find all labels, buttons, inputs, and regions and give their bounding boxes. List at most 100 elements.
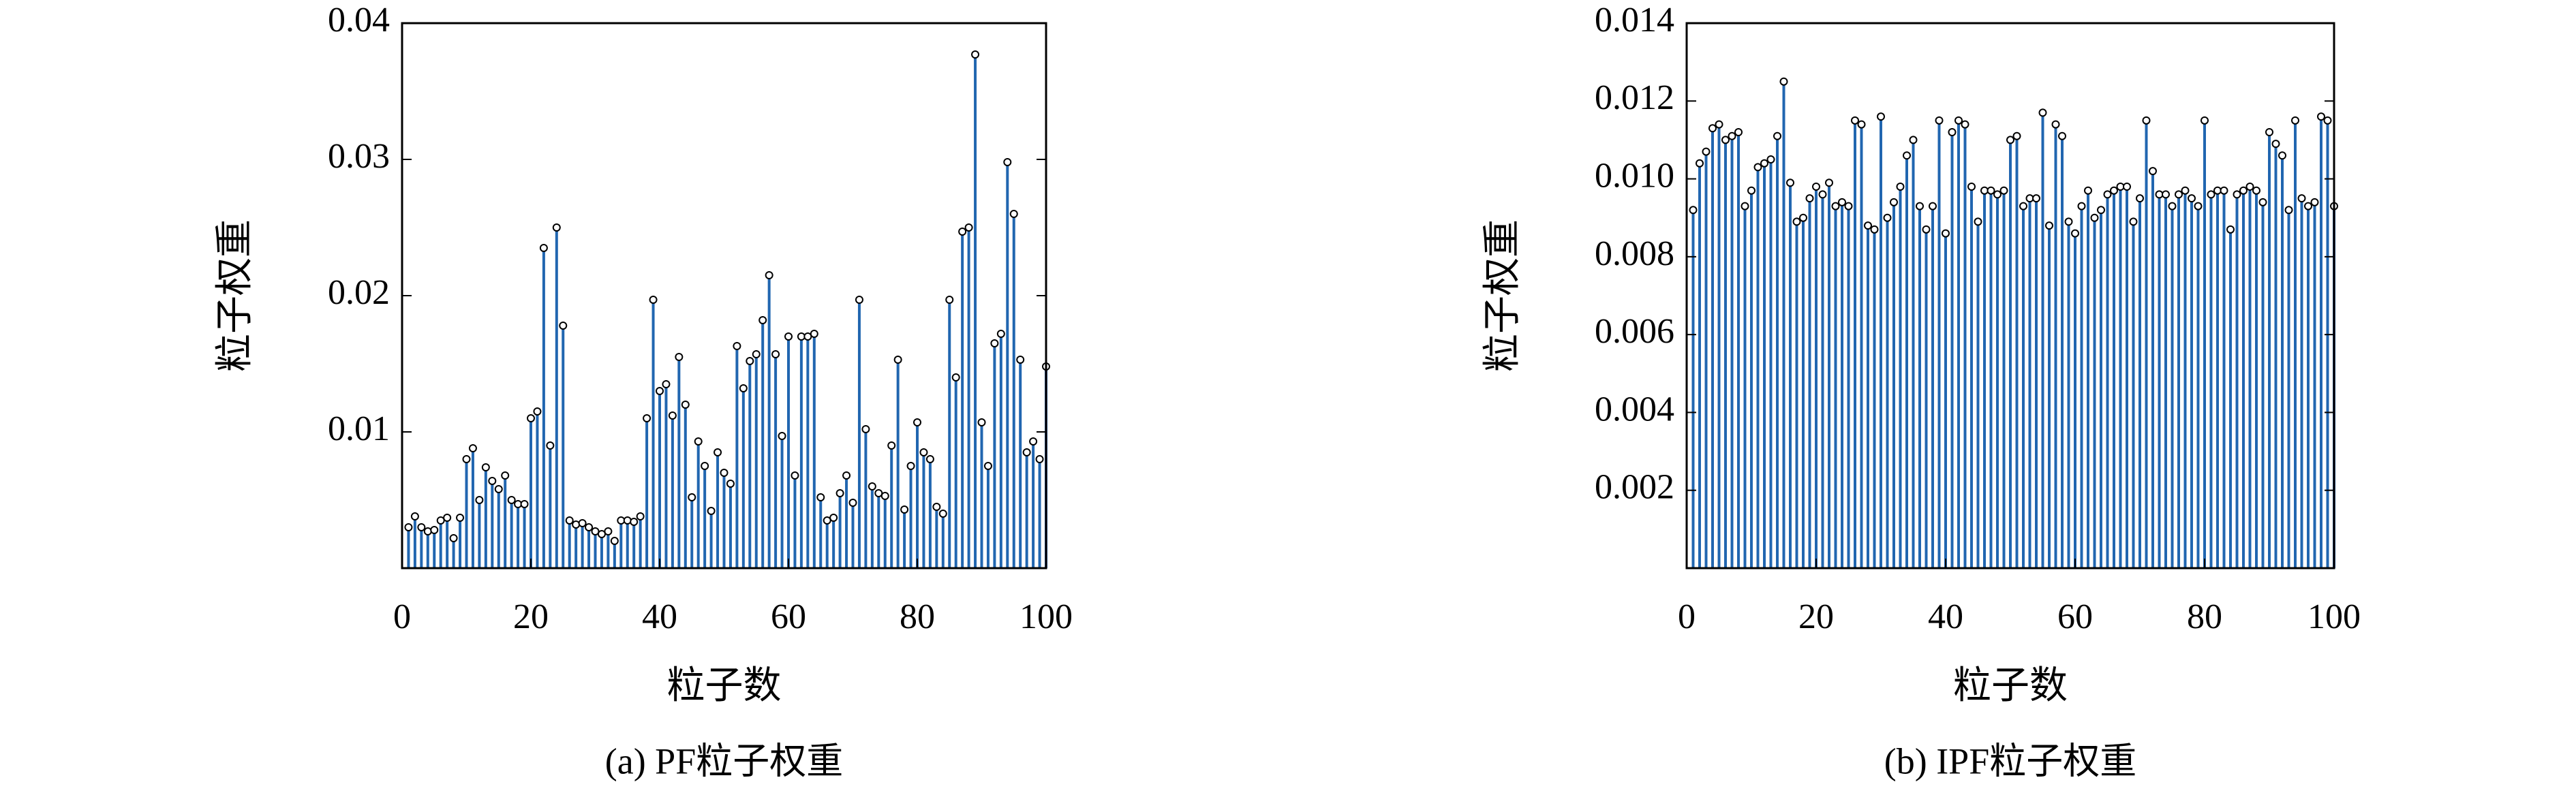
- stem-marker: [449, 534, 458, 542]
- stem-marker: [1715, 120, 1723, 129]
- stem-marker: [2019, 202, 2027, 211]
- stem-marker: [861, 425, 870, 433]
- y-tick-label: 0.012: [1595, 78, 1674, 117]
- stem-marker: [2103, 190, 2112, 199]
- stem-marker: [906, 462, 915, 470]
- stem-marker: [996, 330, 1005, 338]
- stem-marker: [1935, 116, 1944, 125]
- stem-marker: [919, 448, 928, 456]
- stem-marker: [2142, 116, 2151, 125]
- stem-marker: [2084, 186, 2092, 195]
- stem-marker: [810, 330, 818, 338]
- stem-marker: [681, 401, 690, 409]
- stem-marker: [2032, 194, 2040, 203]
- stem-marker: [1786, 178, 1794, 187]
- stem-marker: [1993, 190, 2002, 199]
- stem-marker: [1009, 210, 1018, 218]
- stem-marker: [1987, 186, 1995, 195]
- stem-marker: [1844, 202, 1853, 211]
- stem-marker: [604, 527, 613, 535]
- x-tick-label: 40: [642, 597, 677, 636]
- stem-marker: [2162, 190, 2170, 199]
- stem-marker: [1825, 178, 1833, 187]
- stem-marker: [932, 503, 941, 511]
- stem-marker: [430, 526, 439, 534]
- stem-marker: [2149, 167, 2157, 176]
- stem-marker: [2297, 194, 2306, 203]
- stem-marker: [2194, 202, 2203, 211]
- stem-marker: [533, 407, 542, 416]
- stem-marker: [488, 477, 497, 485]
- stem-marker: [2323, 116, 2332, 125]
- stem-marker: [630, 518, 639, 526]
- stem-marker: [2188, 194, 2196, 203]
- stem-marker: [1922, 225, 1931, 234]
- stem-marker: [527, 414, 535, 422]
- stem-marker: [2090, 213, 2099, 222]
- stem-marker: [887, 441, 896, 450]
- stem-marker: [475, 496, 484, 504]
- stem-marker: [2258, 198, 2267, 206]
- y-tick-label: 0.01: [328, 409, 390, 448]
- stem-marker: [1728, 131, 1736, 140]
- stem-marker: [2207, 190, 2215, 199]
- stem-marker: [1864, 221, 1872, 230]
- stem-marker: [784, 332, 793, 341]
- x-tick-label: 80: [2187, 597, 2222, 636]
- y-axis-label: 粒子权重: [214, 219, 256, 372]
- x-tick-label: 40: [1928, 597, 1963, 636]
- stem-marker: [623, 516, 632, 525]
- stem-marker: [2136, 194, 2144, 203]
- stem-marker: [791, 471, 799, 480]
- stem-marker: [2097, 206, 2105, 215]
- stem-marker: [559, 322, 568, 330]
- stem-marker: [410, 512, 419, 520]
- stem-marker: [726, 480, 735, 488]
- stem-marker: [1999, 186, 2008, 195]
- stem-marker: [758, 316, 767, 324]
- stem-marker: [1753, 163, 1762, 172]
- stem-marker: [649, 296, 658, 304]
- plot-frame: [1685, 22, 2335, 570]
- stem-marker: [1022, 448, 1031, 456]
- stem-marker: [1779, 77, 1788, 86]
- stem-marker: [913, 418, 921, 426]
- stem-marker: [1799, 213, 1807, 222]
- stem-marker: [1766, 155, 1775, 163]
- stem-marker: [675, 353, 684, 361]
- stem-marker: [1909, 136, 1918, 144]
- stem-marker: [2181, 186, 2190, 195]
- stem-marker: [1812, 183, 1820, 191]
- stem-marker: [2038, 108, 2047, 117]
- stem-marker: [1689, 206, 1698, 215]
- stem-marker: [893, 356, 902, 364]
- stem-marker: [539, 244, 548, 252]
- stem-marker: [2201, 116, 2209, 125]
- stem-marker: [1890, 198, 1898, 206]
- stem-marker: [656, 387, 664, 395]
- stem-marker: [2226, 225, 2235, 234]
- stem-marker: [2310, 198, 2319, 206]
- stem-marker: [1896, 183, 1905, 191]
- stem-marker: [565, 516, 574, 525]
- stem-marker: [2271, 140, 2280, 149]
- stem-marker: [2175, 190, 2183, 199]
- stem-marker: [848, 499, 857, 507]
- stem-marker: [2239, 186, 2248, 195]
- stem-marker: [971, 50, 980, 59]
- y-tick-label: 0.004: [1595, 390, 1674, 428]
- stem-marker: [977, 418, 986, 426]
- stem-marker: [771, 350, 780, 358]
- x-tick-label: 100: [2307, 597, 2361, 636]
- stem-marker: [720, 469, 729, 477]
- stem-marker: [938, 510, 947, 518]
- x-tick-label: 0: [393, 597, 411, 636]
- stem-marker: [578, 519, 587, 527]
- stem-marker: [1741, 202, 1749, 211]
- stem-marker: [2168, 202, 2177, 211]
- x-tick-label: 0: [1678, 597, 1696, 636]
- stem-marker: [880, 492, 889, 500]
- stem-marker: [507, 496, 516, 504]
